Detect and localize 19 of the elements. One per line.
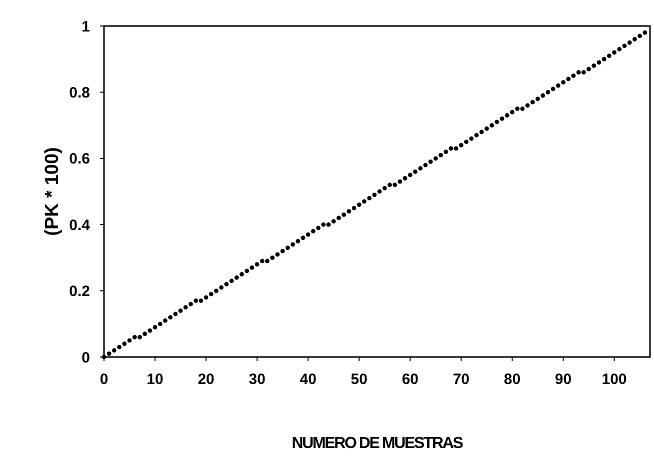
x-tick-label: 40 [300,371,316,388]
y-tick-label: 0 [82,349,90,366]
y-tick-label: 0.4 [69,216,91,234]
x-tick-label: 50 [350,371,368,388]
y-tick-label: 0.6 [69,150,90,168]
y-axis-title: (PK * 100) [42,147,63,236]
x-tick-label: 60 [402,371,419,388]
y-tick-label: 0.8 [69,84,90,102]
x-tick-label: 10 [146,371,164,388]
y-tick-label: 1 [82,18,90,36]
x-tick-label: 90 [554,371,572,388]
x-tick-label: 100 [602,371,627,388]
x-axis-title: NUMERO DE MUESTRAS [292,435,464,452]
x-tick-label: 20 [198,371,214,388]
x-tick-label: 30 [248,371,266,388]
x-tick-label: 80 [504,371,521,388]
x-tick-label: 70 [452,371,470,388]
x-tick-label: 0 [100,371,108,388]
y-tick-label: 0.2 [69,283,90,300]
